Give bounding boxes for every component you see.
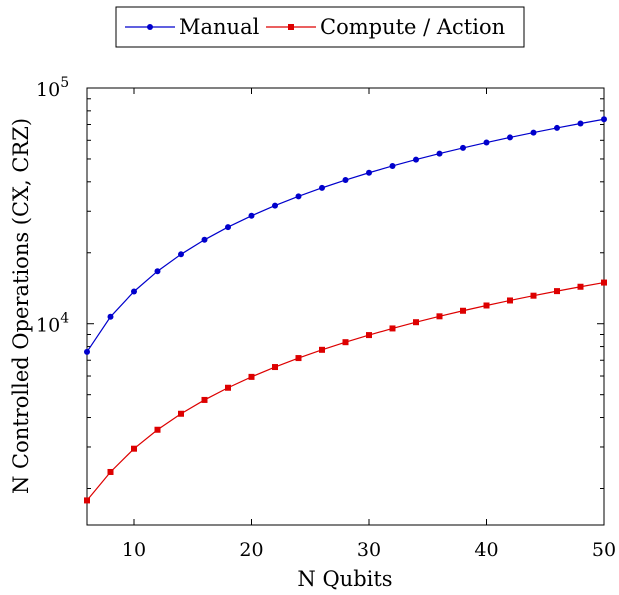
data-point — [530, 292, 537, 299]
data-point — [225, 384, 231, 391]
data-point — [577, 120, 584, 127]
data-point — [530, 129, 537, 136]
data-point — [366, 332, 372, 339]
legend-marker-compute-action — [288, 24, 294, 30]
data-point — [483, 302, 490, 309]
legend-entry-compute-action: Compute / Action — [266, 15, 505, 39]
data-point — [107, 468, 114, 475]
data-point — [201, 396, 208, 403]
legend-label-compute-action: Compute / Action — [320, 15, 505, 39]
data-point — [554, 124, 560, 131]
data-point — [248, 373, 255, 380]
data-point — [319, 346, 325, 353]
series-compute-action — [84, 279, 607, 504]
data-point — [436, 313, 443, 320]
data-point — [507, 297, 513, 304]
data-point — [272, 364, 278, 371]
data-point — [577, 283, 584, 290]
data-point — [201, 236, 208, 243]
data-point — [248, 212, 255, 219]
data-point — [413, 156, 419, 163]
data-point — [107, 313, 114, 320]
data-point — [154, 268, 161, 275]
x-tick-label: 20 — [239, 539, 263, 561]
x-axis-label: N Qubits — [297, 567, 392, 591]
series-manual — [84, 116, 607, 355]
x-tick-label: 10 — [122, 539, 146, 561]
y-tick-label: 104 — [36, 311, 69, 337]
data-point — [319, 184, 325, 191]
data-point — [601, 116, 607, 123]
legend-label-manual: Manual — [179, 15, 260, 39]
data-point — [154, 426, 161, 433]
data-point — [436, 150, 443, 157]
data-point — [601, 279, 607, 286]
y-axis-label: N Controlled Operations (CX, CRZ) — [9, 118, 33, 494]
y-tick-label: 105 — [36, 75, 69, 101]
series-line-manual — [86, 118, 605, 353]
data-point — [225, 224, 231, 231]
plot-frame — [86, 87, 605, 526]
data-point — [413, 319, 419, 326]
x-axis: 10 20 30 40 50 — [122, 88, 616, 561]
data-point — [295, 193, 302, 200]
data-point — [483, 139, 490, 146]
data-point — [554, 288, 560, 295]
data-point — [460, 144, 466, 151]
data-point — [131, 288, 137, 295]
data-point — [178, 251, 184, 258]
y-axis: 104 105 — [36, 75, 604, 489]
data-point — [84, 348, 90, 355]
data-point — [507, 134, 513, 141]
data-point — [84, 497, 90, 504]
series-layer — [84, 116, 607, 504]
x-tick-label: 40 — [474, 539, 498, 561]
data-point — [178, 410, 184, 417]
data-point — [342, 177, 349, 184]
data-point — [272, 202, 278, 209]
data-point — [389, 325, 396, 332]
data-point — [131, 445, 137, 452]
series-line-compute-action — [86, 281, 605, 501]
data-point — [389, 162, 396, 169]
legend-marker-manual — [147, 24, 153, 30]
legend-box — [115, 6, 525, 48]
x-tick-label: 50 — [592, 539, 616, 561]
data-point — [460, 307, 466, 314]
data-point — [342, 339, 349, 346]
data-point — [366, 169, 372, 176]
data-point — [295, 355, 302, 362]
x-tick-label: 30 — [357, 539, 381, 561]
legend: Manual Compute / Action — [115, 6, 525, 48]
legend-entry-manual: Manual — [125, 15, 260, 39]
